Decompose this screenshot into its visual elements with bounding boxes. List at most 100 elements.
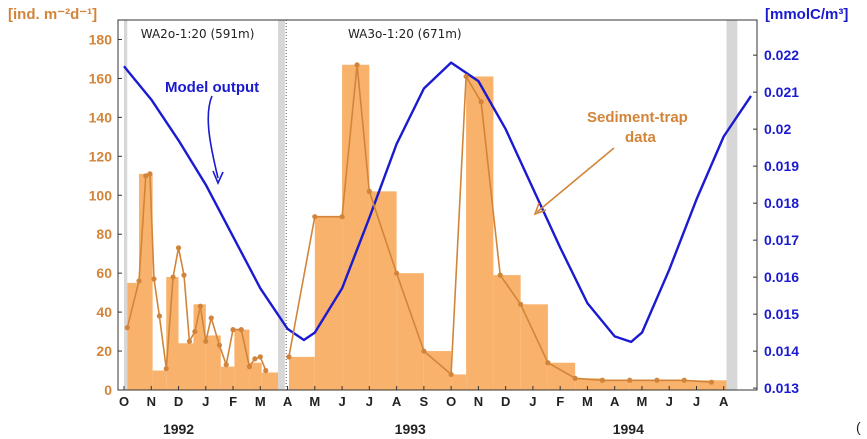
sediment-trap-arrow bbox=[536, 147, 615, 213]
sediment-trap-point bbox=[163, 365, 169, 372]
edge-fragment: ( bbox=[856, 419, 861, 435]
left-tick-label: 140 bbox=[89, 109, 113, 125]
x-tick-label: J bbox=[202, 394, 209, 409]
histogram-bar bbox=[314, 216, 343, 390]
gap-shade-2 bbox=[726, 20, 738, 390]
sediment-trap-point bbox=[339, 214, 345, 220]
sediment-trap-point bbox=[170, 274, 176, 280]
x-tick-label: N bbox=[474, 394, 483, 409]
sediment-trap-annotation: Sediment-trap bbox=[587, 109, 688, 126]
histogram-bar bbox=[520, 304, 548, 390]
model-output-arrow bbox=[207, 95, 219, 179]
model-line-layer bbox=[123, 61, 752, 344]
histogram-bar bbox=[166, 277, 179, 390]
sediment-trap-arrowhead bbox=[533, 202, 547, 216]
right-axis-label: [mmolC/m³] bbox=[765, 6, 848, 23]
x-tick-label: S bbox=[420, 394, 429, 409]
right-tick-label: 0.015 bbox=[764, 306, 799, 322]
sediment-trap-point bbox=[286, 354, 292, 360]
sediment-trap-point bbox=[627, 377, 633, 383]
sediment-trap-point bbox=[478, 99, 484, 105]
histogram-bars-layer bbox=[127, 64, 727, 390]
x-tick-label: M bbox=[582, 394, 593, 409]
year-label: 1994 bbox=[613, 421, 644, 437]
sediment-trap-point bbox=[136, 278, 142, 284]
sediment-trap-point bbox=[216, 342, 223, 348]
sediment-trap-point bbox=[147, 171, 153, 177]
x-tick-label: D bbox=[174, 394, 183, 409]
x-tick-label: J bbox=[666, 394, 673, 409]
sediment-trap-point bbox=[572, 375, 578, 381]
x-tick-label: M bbox=[637, 394, 648, 409]
sediment-trap-point bbox=[175, 245, 182, 251]
histogram-bar bbox=[205, 335, 221, 390]
gap-shade-1 bbox=[278, 20, 285, 390]
sediment-trap-point bbox=[681, 377, 687, 383]
left-tick-label: 160 bbox=[89, 70, 113, 86]
left-tick-label: 40 bbox=[96, 304, 112, 320]
x-tick-label: A bbox=[392, 394, 402, 409]
sediment-trap-point bbox=[257, 354, 263, 360]
x-tick-label: F bbox=[556, 394, 564, 409]
sediment-trap-point bbox=[599, 377, 606, 383]
year-labels: 1992 1993 1994 bbox=[163, 421, 644, 437]
left-tick-label: 80 bbox=[96, 226, 112, 242]
left-tick-label: 120 bbox=[89, 148, 113, 164]
histogram-bar bbox=[656, 380, 727, 390]
x-tick-label: O bbox=[446, 394, 456, 409]
x-tick-label: F bbox=[229, 394, 237, 409]
trap-label: WA2o-1:20 (591m) bbox=[141, 27, 255, 41]
histogram-bar bbox=[396, 273, 424, 390]
left-tick-label: 100 bbox=[89, 187, 113, 203]
x-tick-label: N bbox=[147, 394, 156, 409]
x-tick-label: A bbox=[610, 394, 620, 409]
right-tick-label: 0.017 bbox=[764, 232, 799, 248]
sediment-trap-point bbox=[156, 313, 163, 319]
x-tick-label: A bbox=[283, 394, 293, 409]
right-tick-label: 0.022 bbox=[764, 47, 799, 63]
x-tick-label: O bbox=[119, 394, 129, 409]
right-tick-label: 0.014 bbox=[764, 343, 799, 359]
x-tick-label: J bbox=[693, 394, 700, 409]
x-tick-label: J bbox=[529, 394, 536, 409]
sediment-trap-point bbox=[143, 173, 149, 179]
x-tick-label: M bbox=[309, 394, 320, 409]
left-tick-label: 20 bbox=[96, 343, 112, 359]
left-axis-ticks: 0 20 40 60 80 100 120 140 160 180 bbox=[89, 31, 122, 398]
sediment-trap-point bbox=[421, 348, 427, 354]
histogram-bar bbox=[602, 380, 630, 390]
histogram-bar bbox=[466, 76, 494, 390]
right-tick-label: 0.013 bbox=[764, 380, 799, 396]
sediment-trap-point bbox=[230, 327, 236, 333]
histogram-bar bbox=[288, 356, 315, 390]
right-tick-label: 0.016 bbox=[764, 269, 799, 285]
x-tick-label: D bbox=[501, 394, 510, 409]
gap-shade-0 bbox=[124, 20, 128, 390]
x-tick-label: M bbox=[255, 394, 266, 409]
right-tick-label: 0.019 bbox=[764, 158, 799, 174]
histogram-bar bbox=[261, 372, 279, 390]
histogram-bar bbox=[451, 374, 467, 390]
sediment-data-annotation: data bbox=[625, 129, 657, 146]
sediment-trap-point bbox=[208, 315, 214, 321]
x-tick-label: A bbox=[719, 394, 729, 409]
model-output-annotation: Model output bbox=[165, 79, 259, 96]
sediment-trap-point bbox=[151, 276, 157, 282]
sediment-trap-point bbox=[124, 325, 130, 331]
histogram-bar bbox=[178, 343, 194, 390]
sediment-trap-point bbox=[545, 360, 551, 366]
plot-frame bbox=[117, 19, 758, 391]
sediment-trap-point bbox=[263, 367, 269, 374]
year-label: 1993 bbox=[395, 421, 426, 437]
sediment-trap-point bbox=[497, 272, 503, 278]
sediment-trap-point bbox=[448, 371, 454, 378]
histogram-bar bbox=[493, 275, 521, 390]
x-tick-label: J bbox=[338, 394, 345, 409]
histogram-bar bbox=[629, 380, 657, 390]
sediment-trap-point bbox=[186, 338, 193, 344]
right-tick-label: 0.02 bbox=[764, 121, 791, 137]
sediment-trap-point bbox=[354, 62, 360, 68]
sediment-trap-point bbox=[181, 272, 187, 278]
